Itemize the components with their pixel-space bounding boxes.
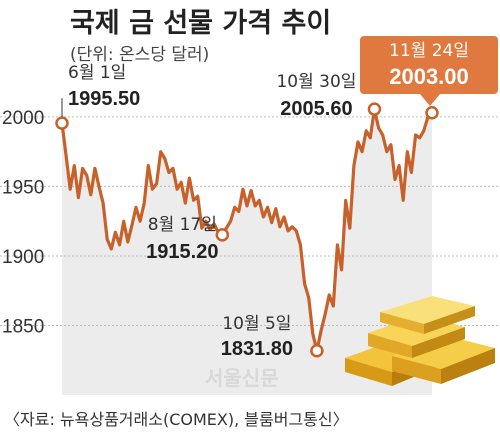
- annotation-marker: [367, 102, 382, 116]
- annotation-date: 10월 5일: [222, 314, 291, 334]
- series-area: [62, 109, 432, 395]
- line-layer: [60, 107, 434, 353]
- annotation-layer: 6월 1일 1995.50 8월 17일 1915.20 10월 5일 1831.80 10…: [55, 63, 439, 360]
- latest-price-callout: 11월 24일 2003.00: [360, 36, 498, 106]
- annotation-date: 10월 30일: [276, 72, 356, 92]
- annotation-date: 8월 17일: [148, 215, 217, 235]
- annotation-value: 1915.20: [146, 241, 218, 263]
- annotation-value: 1831.80: [221, 338, 293, 360]
- callout-pointer: [420, 94, 440, 106]
- annotation-date: 6월 1일: [68, 63, 126, 83]
- gold-bar-end: [424, 306, 475, 334]
- annotation-marker: [310, 344, 324, 358]
- watermark: 서울신문: [205, 366, 279, 390]
- annotation-value: 2005.60: [280, 98, 352, 120]
- area-layer: [62, 109, 432, 395]
- callout-date: 11월 24일: [389, 41, 469, 61]
- gold-bar-side: [345, 358, 392, 386]
- y-tick-label: 1850: [2, 316, 44, 337]
- gold-bar-end: [441, 348, 495, 384]
- callout-box: [360, 36, 498, 94]
- gold-bar-end: [412, 327, 465, 358]
- gold-bar: [380, 296, 475, 324]
- gold-bar-side: [368, 333, 412, 358]
- y-tick-label: 1950: [2, 177, 44, 198]
- unit-label: (단위: 온스당 달러): [70, 45, 209, 65]
- gold-bars-illustration: [345, 296, 495, 386]
- annotation-value: 1995.50: [68, 88, 140, 110]
- annotation-marker: [55, 116, 69, 130]
- grid-layer: 1850 1900 1950 2000: [0, 108, 500, 337]
- gold-bar: [392, 336, 495, 369]
- gold-bar-side: [392, 356, 441, 384]
- latest-point-marker: [425, 105, 439, 120]
- source-note: 〈자료: 뉴욕상품거래소(COMEX), 블룸버그통신〉: [4, 410, 349, 429]
- y-tick-label: 2000: [2, 108, 44, 129]
- callout-value: 2003.00: [389, 64, 469, 89]
- gold-bar-side: [380, 312, 424, 334]
- y-tick-label: 1900: [2, 247, 44, 268]
- series-line: [60, 107, 434, 353]
- chart-title: 국제 금 선물 가격 추이: [70, 8, 331, 39]
- annotation-marker: [215, 228, 230, 242]
